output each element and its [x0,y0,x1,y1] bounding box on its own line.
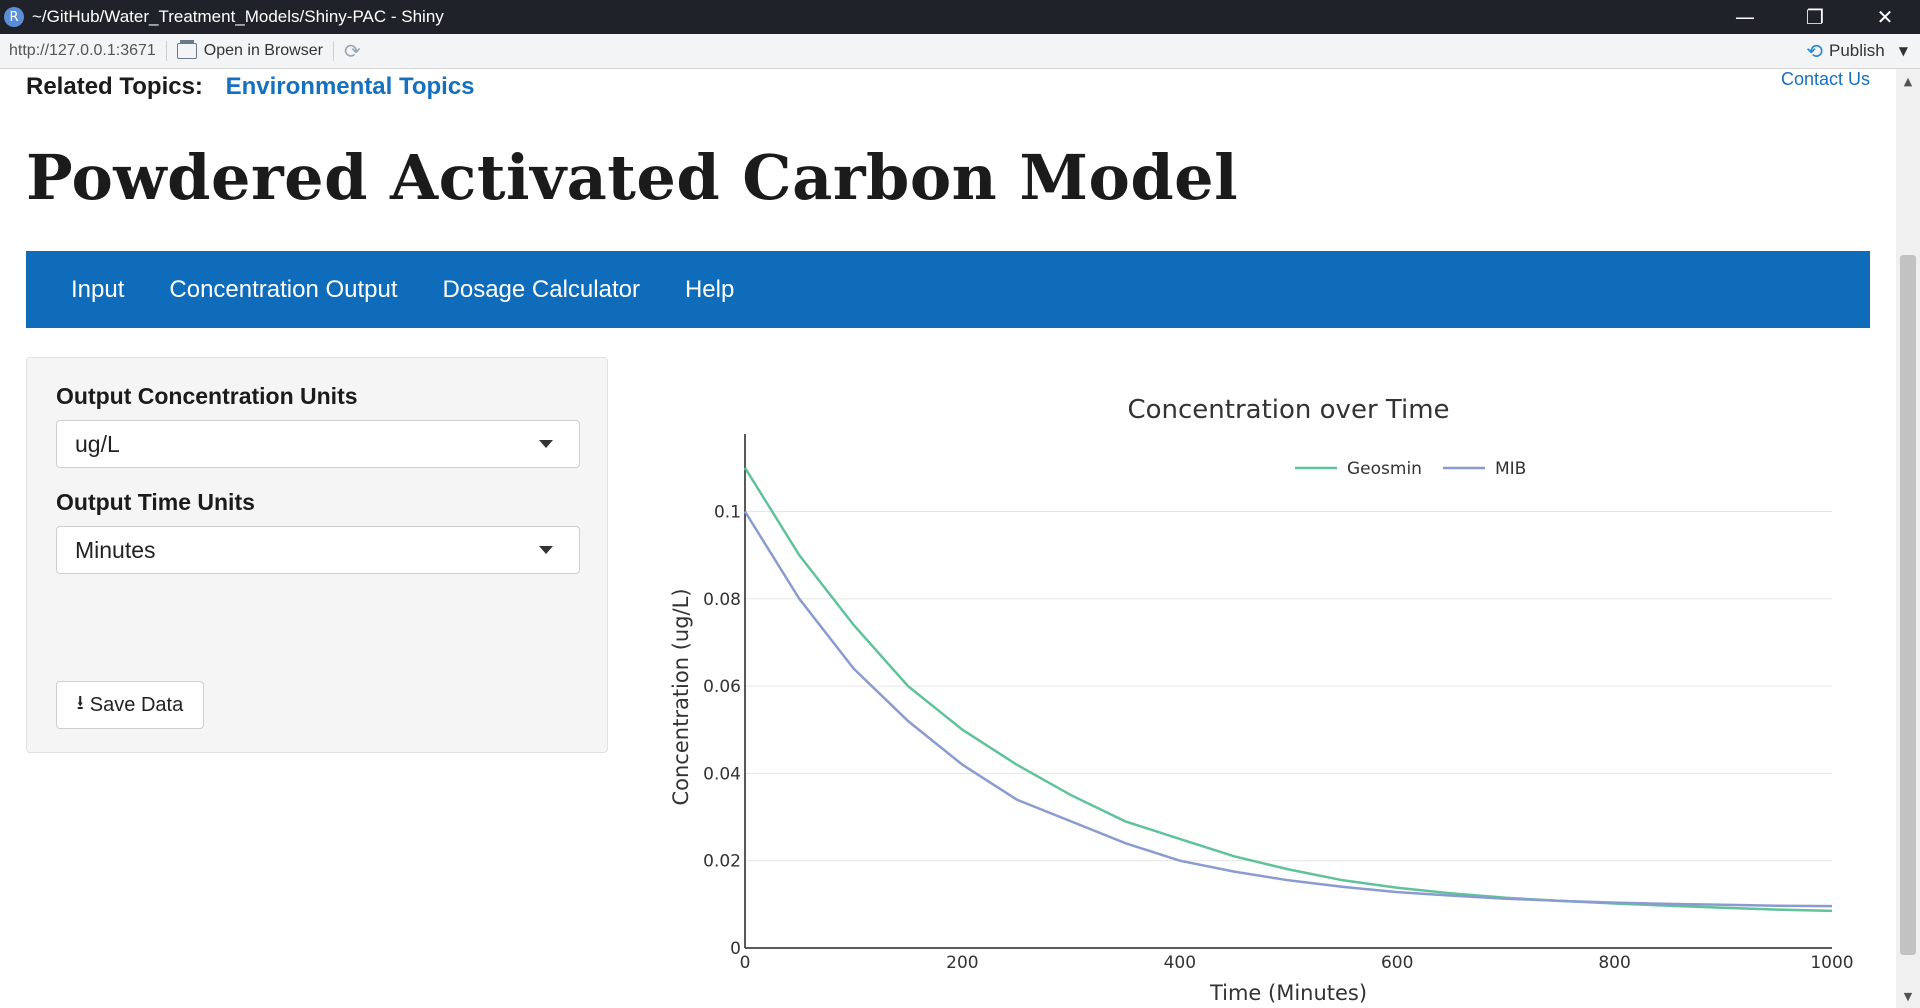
tab-help[interactable]: Help [684,275,735,303]
concentration-chart: Concentration over Time 0 0.02 0.04 0.06 0.08… [669,395,1854,1005]
series-line-mib [743,510,1833,908]
environmental-topics-link[interactable]: Environmental Topics [225,73,475,100]
series-line-geosmin [743,467,1833,913]
scroll-up-icon[interactable]: ▲ [1903,74,1913,88]
r-app-icon: R [4,7,24,27]
open-in-browser-button[interactable]: Open in Browser [176,40,323,60]
tab-concentration-output[interactable]: Concentration Output [169,275,398,303]
y-tick-label: 0.08 [703,590,741,610]
legend-label-mib: MIB [1495,459,1526,479]
chart-title: Concentration over Time [1127,395,1449,425]
tab-dosage-calculator[interactable]: Dosage Calculator [442,275,640,303]
nav-bar: Input Concentration Output Dosage Calcul… [26,251,1870,328]
chevron-down-icon [539,546,553,554]
publish-icon: ⟲ [1806,39,1823,63]
save-data-button[interactable]: ⭳ Save Data [56,681,204,729]
window-title-bar: R ~/GitHub/Water_Treatment_Models/Shiny-… [0,0,1920,34]
window-title: ~/GitHub/Water_Treatment_Models/Shiny-PA… [32,7,444,26]
x-tick-label: 0 [740,953,751,973]
save-data-label: Save Data [89,693,184,716]
legend-label-geosmin: Geosmin [1347,459,1422,479]
x-tick-label: 600 [1381,953,1413,973]
x-tick-label: 1000 [1810,953,1853,973]
window-controls: — ❐ ✕ [1710,0,1920,34]
browser-window-icon [176,40,197,59]
chevron-down-icon [539,440,553,448]
time-units-label: Output Time Units [56,489,255,515]
contact-us-link[interactable]: Contact Us [1780,69,1870,89]
x-axis-label: Time (Minutes) [1209,981,1367,1005]
scroll-down-icon[interactable]: ▼ [1903,989,1913,1003]
scroll-thumb[interactable] [1900,255,1916,955]
y-axis-label: Concentration (ug/L) [669,588,693,805]
viewer-toolbar: http://127.0.0.1:3671 Open in Browser ⟳ … [0,34,1920,69]
page-title: Powdered Activated Carbon Model [26,141,1239,214]
conc-units-value: ug/L [75,430,120,457]
chevron-down-icon[interactable]: ▼ [1898,44,1908,58]
time-units-value: Minutes [75,536,156,563]
x-tick-label: 800 [1598,953,1630,973]
x-tick-label: 200 [946,953,978,973]
y-tick-label: 0.06 [703,677,741,697]
y-tick-label: 0 [730,939,741,959]
restore-button[interactable]: ❐ [1806,5,1824,29]
close-button[interactable]: ✕ [1876,5,1894,29]
related-topics: Related Topics: Environmental Topics [26,73,475,101]
tab-input[interactable]: Input [71,275,125,303]
related-topics-label: Related Topics: [26,73,203,100]
sidebar-panel: Output Concentration Units ug/L Output T… [26,357,608,753]
app-page: Related Topics: Environmental Topics Con… [0,69,1896,1008]
url-text: http://127.0.0.1:3671 [9,42,156,59]
refresh-icon[interactable]: ⟳ [343,39,361,63]
minimize-button[interactable]: — [1735,5,1755,29]
publish-button[interactable]: ⟲ Publish ▼ [1806,34,1908,68]
download-icon: ⭳ [76,690,84,714]
y-tick-label: 0.1 [714,502,741,522]
toolbar-separator [165,41,167,61]
x-tick-label: 400 [1164,953,1196,973]
time-units-select[interactable]: Minutes [56,526,580,574]
conc-units-label: Output Concentration Units [56,383,358,409]
publish-label: Publish [1829,41,1885,60]
y-tick-label: 0.04 [703,764,741,784]
conc-units-select[interactable]: ug/L [56,420,580,468]
open-in-browser-label: Open in Browser [203,42,323,59]
y-tick-label: 0.02 [703,852,741,872]
page-scrollbar[interactable]: ▲ ▼ [1896,69,1920,1008]
toolbar-separator [332,41,334,61]
